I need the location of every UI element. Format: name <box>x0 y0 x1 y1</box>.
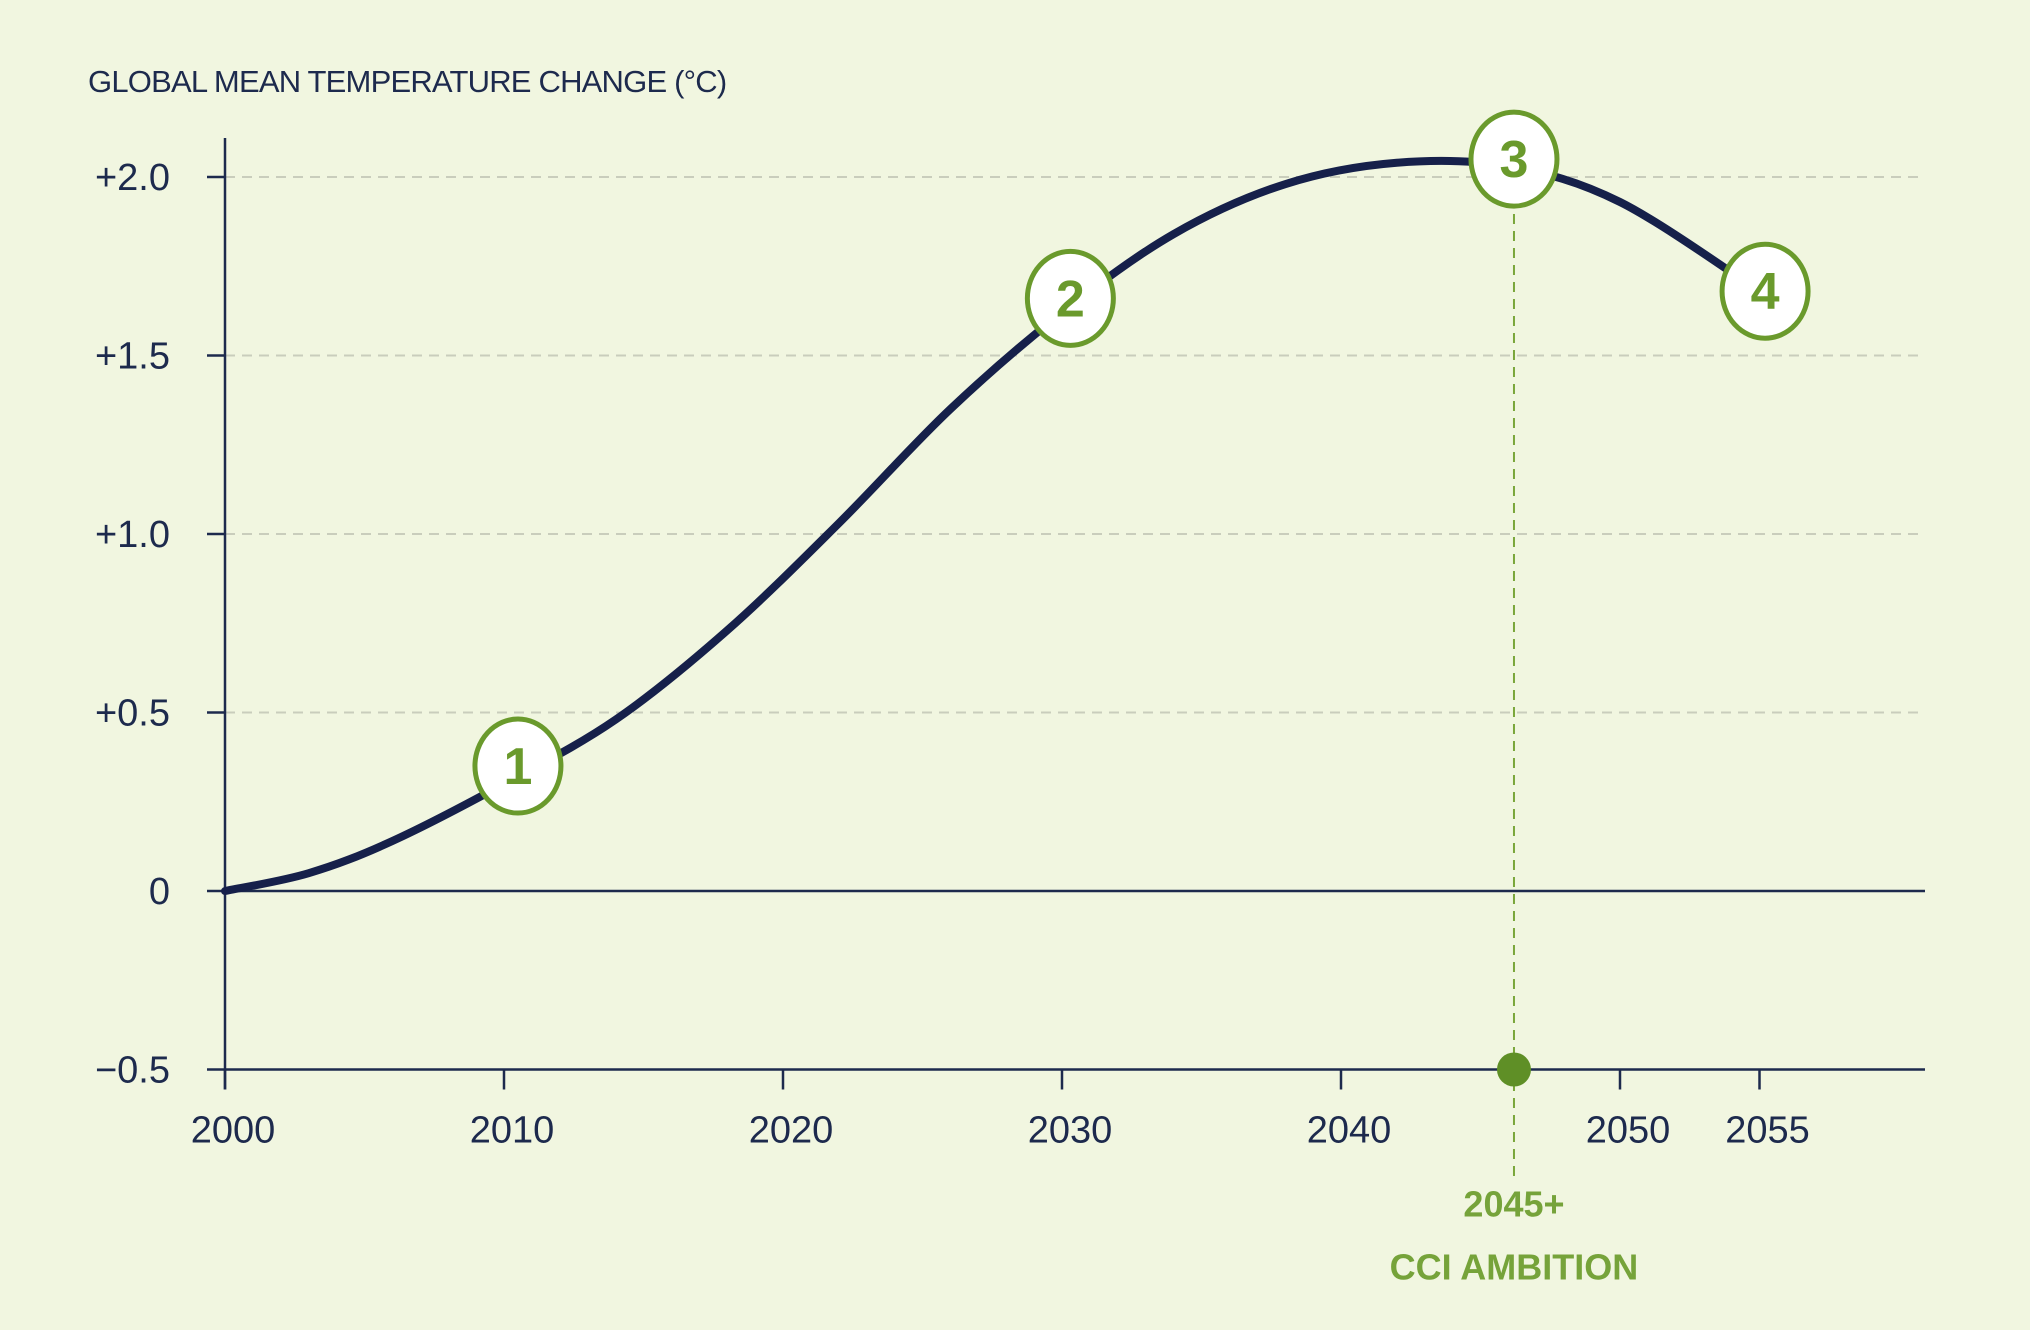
ambition-label: CCI AMBITION <box>1390 1247 1639 1288</box>
x-tick-label: 2050 <box>1586 1110 1671 1152</box>
milestone-marker-1: 1 <box>472 716 564 816</box>
milestone-circle <box>1719 241 1811 341</box>
temperature-curve <box>221 156 1764 895</box>
gridlines <box>225 176 1925 714</box>
ambition-annotation: 2045+ CCI AMBITION <box>1390 197 1639 1288</box>
ambition-year-label: 2045+ <box>1463 1184 1564 1225</box>
milestone-circle <box>1468 109 1560 209</box>
x-tick-label: 2000 <box>191 1110 276 1152</box>
x-tick-label: 2020 <box>749 1110 834 1152</box>
milestone-circle <box>1024 248 1116 348</box>
x-tick-labels: 2000 2010 2020 2030 2040 2050 2055 <box>191 1110 1810 1152</box>
y-tick-label: −0.5 <box>95 1050 170 1092</box>
y-tick-label: 0 <box>149 871 170 913</box>
milestone-number: 1 <box>503 738 532 796</box>
y-tick-labels: −0.5 0 +0.5 +1.0 +1.5 +2.0 <box>95 157 170 1092</box>
x-tick-label: 2030 <box>1028 1110 1113 1152</box>
milestone-number: 3 <box>1500 131 1529 189</box>
milestone-number: 2 <box>1056 270 1085 328</box>
milestone-marker-4: 4 <box>1719 241 1811 341</box>
y-tick-label: +2.0 <box>95 157 170 199</box>
y-axis-title: GLOBAL MEAN TEMPERATURE CHANGE (°C) <box>88 64 726 99</box>
y-tick-label: +1.0 <box>95 514 170 556</box>
x-tick-label: 2040 <box>1307 1110 1392 1152</box>
ambition-dot <box>1496 1052 1531 1087</box>
milestone-marker-3: 3 <box>1468 109 1560 209</box>
y-tick-label: +1.5 <box>95 336 170 378</box>
milestone-marker-2: 2 <box>1024 248 1116 348</box>
milestone-markers: 1 2 3 4 <box>472 109 1811 816</box>
x-tick-label: 2055 <box>1725 1110 1810 1152</box>
axes <box>207 138 1925 1090</box>
x-tick-label: 2010 <box>470 1110 555 1152</box>
milestone-circle <box>472 716 564 816</box>
milestone-number: 4 <box>1751 263 1780 321</box>
y-tick-label: +0.5 <box>95 693 170 735</box>
